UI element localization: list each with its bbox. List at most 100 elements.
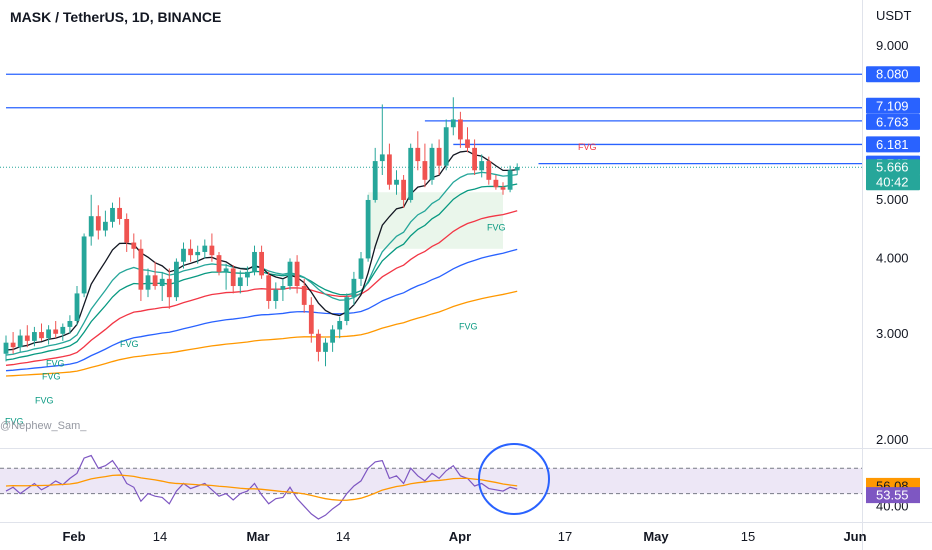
candle-body — [316, 333, 321, 352]
candle-body — [88, 216, 94, 237]
y-axis-tick-label: 4.000 — [876, 250, 909, 265]
candle-body — [74, 293, 80, 322]
candle-body — [273, 289, 279, 301]
candle-body — [280, 286, 286, 290]
candle-body — [17, 335, 23, 348]
candle-body — [287, 261, 293, 287]
fvg-label: FVG — [35, 395, 54, 405]
candle-body — [166, 278, 172, 298]
candle-body — [507, 170, 513, 190]
candle-body — [216, 255, 222, 272]
rsi-line — [5, 454, 518, 520]
x-axis-tick-label: Mar — [246, 529, 269, 544]
ema-red-line — [5, 210, 518, 366]
candle-body — [202, 245, 208, 252]
candle-body — [237, 277, 243, 287]
highlight-circle — [478, 443, 550, 515]
candle-body — [46, 329, 51, 339]
candle-body — [436, 147, 442, 166]
candle-body — [387, 154, 392, 185]
candle-body — [195, 251, 201, 256]
candle-body — [408, 147, 414, 200]
candle-body — [188, 248, 193, 256]
candle-body — [465, 139, 470, 148]
candle-body — [124, 218, 130, 243]
y-axis-tick-label: 2.000 — [876, 432, 909, 447]
x-axis-tick-label: May — [643, 529, 669, 544]
currency-label: USDT — [876, 8, 912, 23]
price-label-bg — [866, 97, 920, 114]
candle-body — [344, 297, 350, 322]
fvg-label: FVG — [459, 321, 478, 331]
price-label-bg — [866, 66, 920, 83]
candle-body — [500, 187, 506, 190]
candle-body — [230, 268, 236, 287]
price-label-bg — [866, 136, 920, 153]
candle-body — [117, 207, 122, 219]
x-axis-tick-label: Feb — [62, 529, 85, 544]
price-label-bg — [866, 113, 920, 130]
y-axis-tick-label: 5.000 — [876, 192, 909, 207]
x-axis-tick-label: 14 — [153, 529, 167, 544]
ema-blue-line — [5, 248, 518, 372]
candle-body — [103, 221, 108, 231]
candle-body — [95, 216, 101, 231]
x-axis-tick-label: Apr — [449, 529, 471, 544]
candle-body — [32, 332, 37, 341]
price-label: 6.763 — [876, 114, 909, 129]
candle-body — [486, 161, 492, 180]
candle-body — [245, 271, 250, 278]
candle-body — [301, 286, 307, 305]
candle-body — [372, 161, 378, 200]
x-axis-tick-label: 17 — [558, 529, 572, 544]
candle-body — [223, 268, 229, 272]
candle-body — [337, 321, 343, 330]
candle-body — [415, 147, 421, 162]
candle-body — [3, 342, 9, 354]
candle-body — [450, 119, 456, 128]
candle-body — [53, 329, 59, 334]
candle-body — [308, 304, 314, 334]
price-label-bg — [866, 159, 920, 176]
candle-body — [159, 278, 165, 287]
candle-body — [323, 342, 328, 352]
candle-body — [138, 248, 144, 290]
price-label: 7.109 — [876, 98, 909, 113]
candle-body — [209, 245, 215, 256]
candle-body — [379, 154, 385, 162]
candle-body — [110, 207, 115, 222]
candle-body — [60, 326, 66, 334]
candle-body — [39, 332, 44, 339]
candle-body — [401, 179, 406, 200]
candle-body — [514, 167, 520, 171]
candle-body — [472, 147, 477, 171]
candle-body — [181, 248, 186, 262]
y-axis-tick-label: 9.000 — [876, 38, 909, 53]
rsi-ma-line — [5, 474, 518, 501]
candle-body — [429, 147, 435, 180]
fvg-label: FVG — [120, 339, 139, 349]
candle-body — [330, 329, 335, 343]
price-label: 5.666 — [876, 160, 909, 175]
candle-body — [145, 275, 151, 290]
candle-body — [394, 179, 399, 185]
candle-body — [493, 179, 499, 188]
x-axis-tick-label: Jun — [843, 529, 866, 544]
candle-body — [81, 236, 87, 294]
candle-body — [10, 342, 16, 348]
price-label: 6.181 — [876, 137, 909, 152]
candle-body — [152, 275, 158, 287]
candle-body — [131, 242, 137, 249]
x-axis-tick-label: 14 — [336, 529, 350, 544]
rsi-value-label: 53.55 — [876, 488, 909, 503]
watermark: @Nephew_Sam_ — [0, 420, 87, 432]
fvg-label: FVG — [46, 358, 65, 368]
candle-body — [67, 321, 73, 327]
candle-body — [24, 335, 30, 341]
candle-body — [174, 261, 179, 298]
candle-body — [443, 127, 449, 166]
price-label: 40:42 — [876, 175, 909, 190]
x-axis-tick-label: 15 — [741, 529, 755, 544]
candle-body — [351, 278, 357, 298]
candle-body — [252, 251, 257, 272]
